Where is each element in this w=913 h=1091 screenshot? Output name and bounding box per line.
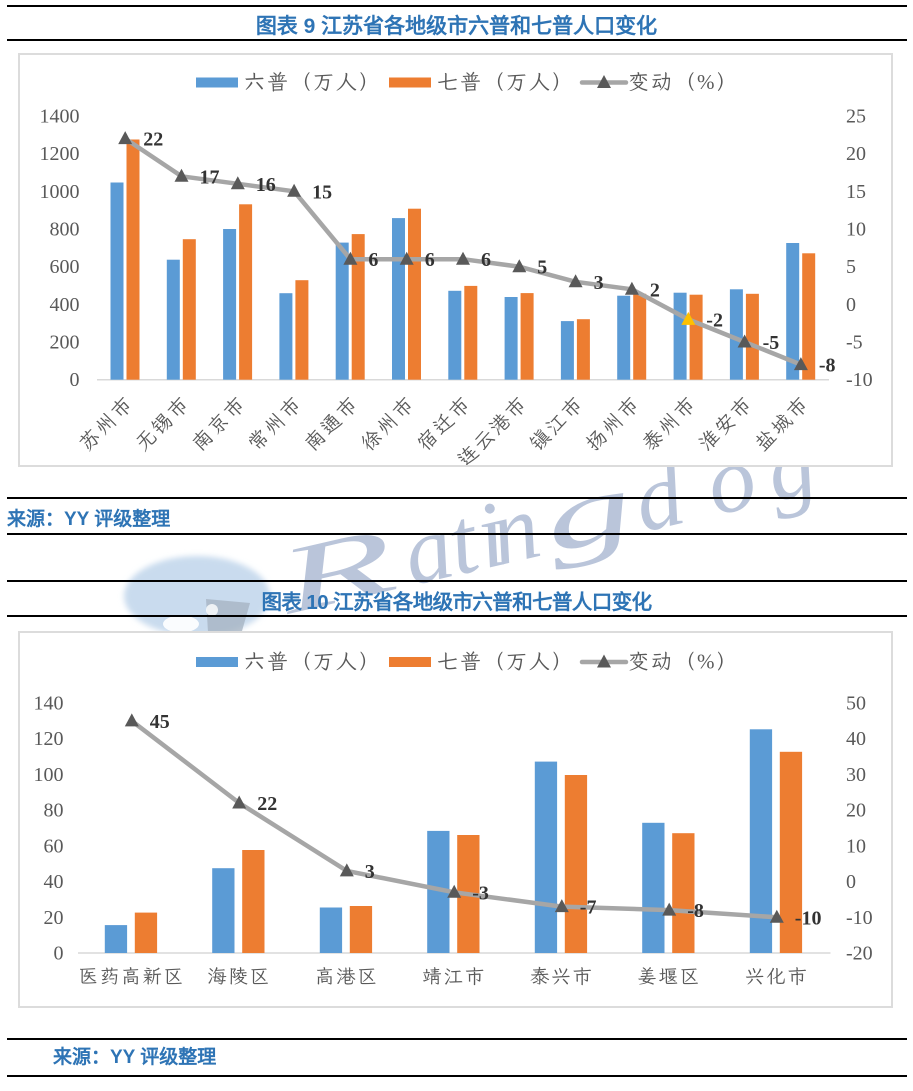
svg-text:七普（万人）: 七普（万人） <box>437 70 575 94</box>
svg-text:兴化市: 兴化市 <box>745 966 809 988</box>
svg-text:海陵区: 海陵区 <box>207 967 271 988</box>
svg-text:80: 80 <box>44 800 64 822</box>
svg-text:15: 15 <box>312 181 332 203</box>
svg-text:16: 16 <box>256 174 276 196</box>
svg-text:医药高新区: 医药高新区 <box>79 967 186 988</box>
svg-text:1400: 1400 <box>40 106 80 128</box>
svg-text:17: 17 <box>200 166 220 188</box>
svg-text:高港区: 高港区 <box>315 967 379 988</box>
svg-text:无锡市: 无锡市 <box>132 392 195 455</box>
svg-text:25: 25 <box>846 106 866 128</box>
svg-text:1000: 1000 <box>40 181 80 203</box>
svg-text:扬州市: 扬州市 <box>582 392 645 455</box>
svg-text:七普（万人）: 七普（万人） <box>437 650 575 674</box>
svg-text:6: 6 <box>368 249 378 271</box>
svg-text:泰州市: 泰州市 <box>639 392 702 455</box>
svg-text:3: 3 <box>594 272 604 294</box>
svg-text:0: 0 <box>846 871 856 893</box>
svg-text:-5: -5 <box>846 332 863 354</box>
svg-text:-10: -10 <box>846 907 873 929</box>
svg-text:变动（%）: 变动（%） <box>628 650 740 674</box>
svg-text:22: 22 <box>257 793 277 815</box>
svg-text:六普（万人）: 六普（万人） <box>244 650 382 674</box>
svg-text:徐州市: 徐州市 <box>357 392 420 455</box>
svg-text:常州市: 常州市 <box>244 392 307 455</box>
svg-text:淮安市: 淮安市 <box>695 392 758 455</box>
svg-text:泰兴市: 泰兴市 <box>530 966 594 988</box>
svg-text:-3: -3 <box>472 882 489 904</box>
svg-text:南通市: 南通市 <box>301 392 364 455</box>
svg-text:6: 6 <box>481 249 491 271</box>
svg-text:盐城市: 盐城市 <box>751 392 814 455</box>
svg-text:变动（%）: 变动（%） <box>628 70 740 94</box>
svg-text:600: 600 <box>50 256 80 278</box>
svg-text:400: 400 <box>50 294 80 316</box>
svg-text:22: 22 <box>143 129 163 151</box>
svg-text:南京市: 南京市 <box>188 392 251 455</box>
svg-text:60: 60 <box>44 835 64 857</box>
svg-text:10: 10 <box>846 219 866 241</box>
svg-text:-5: -5 <box>763 332 780 354</box>
svg-text:姜堰区: 姜堰区 <box>637 967 701 988</box>
svg-text:-8: -8 <box>687 900 704 922</box>
svg-text:20: 20 <box>44 907 64 929</box>
svg-text:10: 10 <box>846 835 866 857</box>
svg-text:六普（万人）: 六普（万人） <box>244 70 382 94</box>
svg-text:40: 40 <box>44 871 64 893</box>
svg-text:100: 100 <box>34 764 64 786</box>
svg-text:0: 0 <box>846 294 856 316</box>
svg-text:15: 15 <box>846 181 866 203</box>
svg-text:-2: -2 <box>706 309 723 331</box>
svg-text:2: 2 <box>650 279 660 301</box>
svg-text:-8: -8 <box>819 355 836 377</box>
svg-text:-7: -7 <box>580 897 597 919</box>
svg-text:-10: -10 <box>795 907 822 929</box>
svg-text:镇江市: 镇江市 <box>526 392 589 455</box>
svg-text:R: R <box>267 507 404 635</box>
svg-text:靖江市: 靖江市 <box>422 966 486 988</box>
svg-text:20: 20 <box>846 800 866 822</box>
svg-text:-10: -10 <box>846 369 873 391</box>
svg-text:30: 30 <box>846 764 866 786</box>
svg-text:g: g <box>533 452 642 573</box>
svg-text:50: 50 <box>846 693 866 715</box>
svg-text:-20: -20 <box>846 943 873 965</box>
svg-text:0: 0 <box>54 943 64 965</box>
svg-text:800: 800 <box>50 219 80 241</box>
svg-text:45: 45 <box>150 711 170 733</box>
svg-text:苏州市: 苏州市 <box>75 392 138 455</box>
svg-text:5: 5 <box>846 256 856 278</box>
svg-text:20: 20 <box>846 143 866 165</box>
svg-text:140: 140 <box>34 693 64 715</box>
svg-text:40: 40 <box>846 728 866 750</box>
svg-text:6: 6 <box>425 249 435 271</box>
svg-text:3: 3 <box>365 861 375 883</box>
svg-text:0: 0 <box>70 369 80 391</box>
svg-text:1200: 1200 <box>40 143 80 165</box>
svg-text:5: 5 <box>537 257 547 279</box>
svg-text:120: 120 <box>34 728 64 750</box>
svg-text:200: 200 <box>50 332 80 354</box>
